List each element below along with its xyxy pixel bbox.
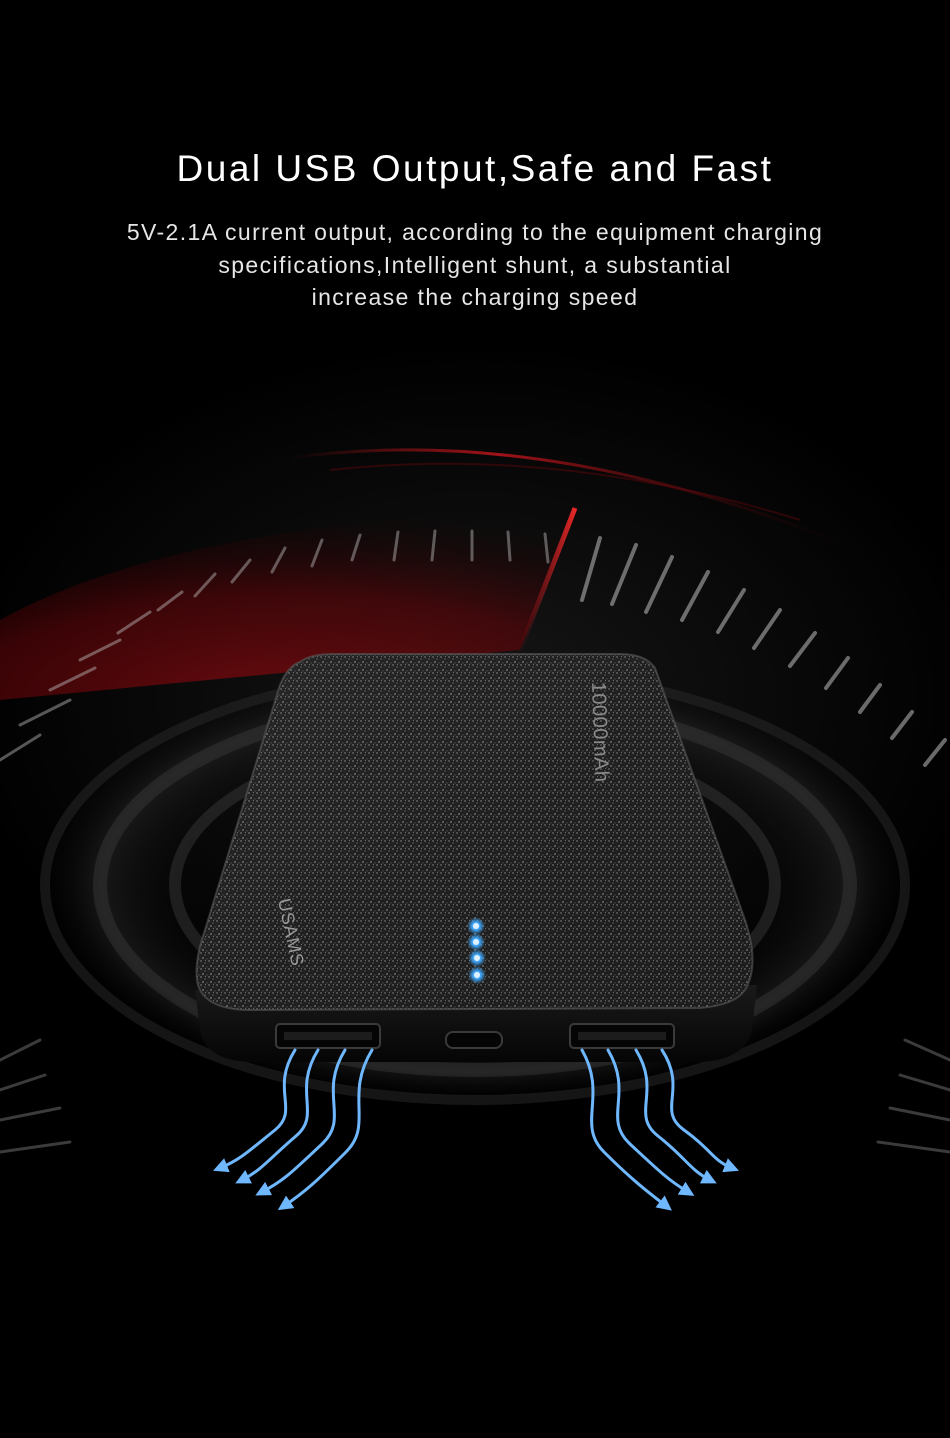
description-line-3: increase the charging speed xyxy=(311,284,639,310)
power-bank-icon: USAMS 10000mAh xyxy=(195,653,757,1062)
airflow-arrows-right-icon xyxy=(580,1048,739,1211)
description-line-1: 5V-2.1A current output, according to the… xyxy=(126,219,824,245)
indicator-leds xyxy=(467,917,486,984)
headline: Dual USB Output,Safe and Fast xyxy=(176,148,774,189)
speedometer-dial-icon xyxy=(0,448,950,1154)
usb-port-right-icon xyxy=(569,1023,675,1049)
usb-port-left-icon xyxy=(275,1023,381,1049)
airflow-arrows-left-icon xyxy=(213,1048,374,1211)
capacity-label: 10000mAh xyxy=(587,681,613,782)
description-line-2: specifications,Intelligent shunt, a subs… xyxy=(218,252,732,278)
micro-usb-port-icon xyxy=(445,1031,503,1049)
